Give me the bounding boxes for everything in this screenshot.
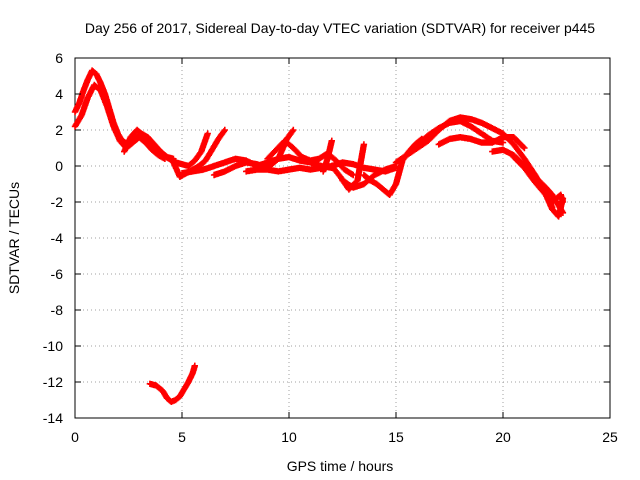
- data-marker: [264, 137, 357, 179]
- series-arc-3: [121, 126, 211, 170]
- y-tick-label: -14: [43, 410, 63, 426]
- y-tick-label: -6: [51, 266, 64, 282]
- x-tick-label: 5: [178, 429, 186, 445]
- x-tick-label: 0: [71, 429, 79, 445]
- series-arc-9: [320, 137, 335, 175]
- data-marker: [510, 153, 567, 220]
- y-tick-label: 4: [55, 86, 63, 102]
- data-marker: [121, 126, 211, 170]
- data-marker: [435, 134, 528, 152]
- series-arc-15: [435, 134, 528, 152]
- data-points: [71, 67, 567, 405]
- x-tick-label: 25: [602, 429, 618, 445]
- y-tick-label: -8: [51, 302, 64, 318]
- series-arc-18: [549, 191, 567, 206]
- x-axis-label: GPS time / hours: [287, 458, 394, 474]
- y-tick-label: 2: [55, 122, 63, 138]
- data-marker: [320, 137, 335, 175]
- chart-title: Day 256 of 2017, Sidereal Day-to-day VTE…: [85, 20, 595, 36]
- y-tick-label: 0: [55, 158, 63, 174]
- x-tick-label: 15: [388, 429, 404, 445]
- y-tick-label: -12: [43, 374, 63, 390]
- series-arc-7: [264, 137, 357, 179]
- y-tick-label: 6: [55, 50, 63, 66]
- series-arc-19: [146, 362, 198, 405]
- data-marker: [549, 191, 567, 206]
- y-tick-label: -2: [51, 194, 64, 210]
- data-marker: [146, 362, 198, 405]
- grid: [75, 58, 610, 418]
- x-ticks: 0 5 10 15 20 25: [71, 58, 618, 445]
- x-tick-label: 10: [281, 429, 297, 445]
- y-axis-label: SDTVAR / TECUs: [6, 182, 22, 294]
- x-tick-label: 20: [495, 429, 511, 445]
- series-arc-17: [510, 153, 567, 220]
- y-ticks: -14 -12 -10 -8 -6 -4 -2 0 2 4 6: [43, 50, 610, 426]
- y-tick-label: -4: [51, 230, 64, 246]
- y-tick-label: -10: [43, 338, 63, 354]
